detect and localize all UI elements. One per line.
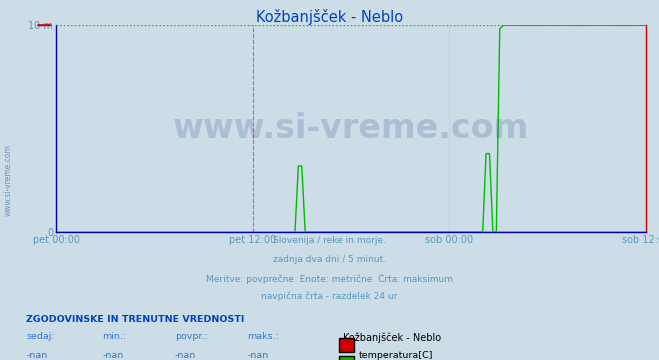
Text: temperatura[C]: temperatura[C] <box>359 351 434 360</box>
Text: povpr.:: povpr.: <box>175 332 208 341</box>
Text: -nan: -nan <box>26 351 47 360</box>
Text: www.si-vreme.com: www.si-vreme.com <box>173 112 529 145</box>
Text: Slovenija / reke in morje.: Slovenija / reke in morje. <box>273 236 386 245</box>
Text: min.:: min.: <box>102 332 127 341</box>
Text: -nan: -nan <box>175 351 196 360</box>
Text: maks.:: maks.: <box>247 332 279 341</box>
Text: sedaj:: sedaj: <box>26 332 55 341</box>
Text: -nan: -nan <box>102 351 123 360</box>
Text: navpična črta - razdelek 24 ur: navpična črta - razdelek 24 ur <box>262 292 397 301</box>
Text: Meritve: povprečne  Enote: metrične  Črta: maksimum: Meritve: povprečne Enote: metrične Črta:… <box>206 273 453 284</box>
Text: zadnja dva dni / 5 minut.: zadnja dva dni / 5 minut. <box>273 255 386 264</box>
Text: ZGODOVINSKE IN TRENUTNE VREDNOSTI: ZGODOVINSKE IN TRENUTNE VREDNOSTI <box>26 315 244 324</box>
Text: www.si-vreme.com: www.si-vreme.com <box>3 144 13 216</box>
Text: -nan: -nan <box>247 351 268 360</box>
Text: Kožbanjšček - Neblo: Kožbanjšček - Neblo <box>256 9 403 25</box>
Text: Kožbanjšček - Neblo: Kožbanjšček - Neblo <box>343 332 441 343</box>
